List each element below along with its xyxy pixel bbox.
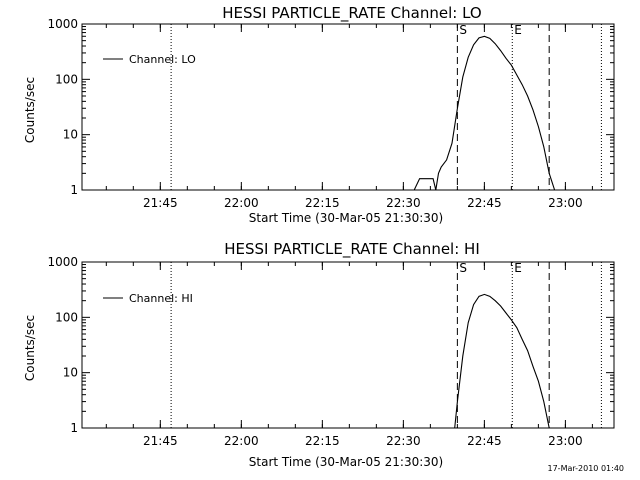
tick-layer: 21:45 22:00 22:15 22:30 22:45 23:00 1 10 100 1000 [47,255,614,448]
x-axis-label: Start Time (30-Mar-05 21:30:30) [249,455,443,469]
series-line [413,35,556,191]
y-tick-label: 1 [70,421,78,435]
chart-title: HESSI PARTICLE_RATE Channel: HI [224,240,480,259]
plot-frame [81,23,615,191]
x-axis-label: Start Time (30-Mar-05 21:30:30) [249,211,443,225]
series-line [454,293,550,429]
marker-label-e: E [514,261,522,275]
x-tick-label: 22:00 [224,434,259,448]
x-tick-label: 22:00 [224,196,259,210]
y-tick-label: 100 [55,72,78,86]
legend: Channel: HI [103,292,193,305]
y-tick-label: 10 [63,128,78,142]
x-tick-label: 23:00 [548,196,583,210]
y-tick-label: 10 [63,366,78,380]
y-axis-label: Counts/sec [23,77,37,143]
x-tick-label: 22:45 [467,196,502,210]
chart-panel-hi: HESSI PARTICLE_RATE Channel: HI Counts/s… [23,240,615,469]
x-tick-label: 21:45 [143,196,178,210]
x-tick-label: 21:45 [143,434,178,448]
x-tick-label: 22:15 [305,434,340,448]
x-tick-label: 22:15 [305,196,340,210]
x-tick-label: 22:30 [386,434,421,448]
y-axis-label: Counts/sec [23,315,37,381]
series-layer [454,293,550,429]
legend: Channel: LO [103,53,196,66]
x-tick-label: 22:30 [386,196,421,210]
marker-label-s: S [459,23,467,37]
x-tick-label: 23:00 [548,434,583,448]
y-tick-label: 1 [70,183,78,197]
tick-layer: 21:45 22:00 22:15 22:30 22:45 23:00 1 10 100 1000 [47,17,614,210]
series-layer [413,35,556,191]
marker-label-s: S [459,261,467,275]
legend-label: Channel: HI [129,292,193,305]
marker-label-e: E [514,23,522,37]
x-tick-label: 22:45 [467,434,502,448]
plot-frame [81,261,615,429]
y-tick-label: 1000 [47,255,78,269]
legend-label: Channel: LO [129,53,196,66]
chart-panel-lo: HESSI PARTICLE_RATE Channel: LO Counts/s… [23,4,615,225]
y-tick-label: 1000 [47,17,78,31]
chart-title: HESSI PARTICLE_RATE Channel: LO [222,4,481,23]
y-tick-label: 100 [55,310,78,324]
footer-timestamp: 17-Mar-2010 01:40 [547,464,625,473]
